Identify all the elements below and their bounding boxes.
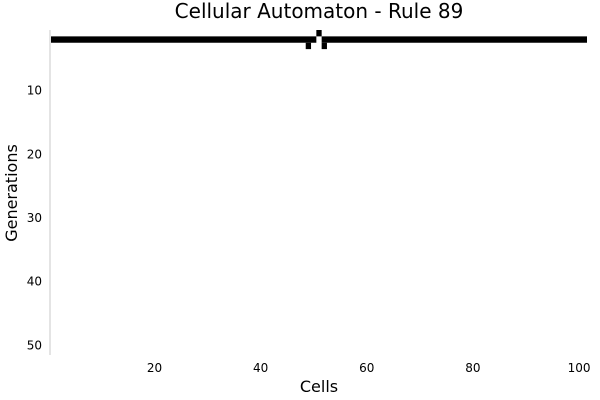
alive-cell-block bbox=[321, 36, 587, 43]
y-tick-label: 10 bbox=[27, 84, 42, 98]
y-tick-labels: 10 20 30 40 50 bbox=[27, 84, 42, 353]
y-tick-label: 20 bbox=[27, 147, 42, 161]
y-tick-label: 50 bbox=[27, 338, 42, 352]
plot-area bbox=[51, 30, 587, 50]
alive-cell-block bbox=[305, 42, 312, 50]
x-tick-label: 80 bbox=[465, 361, 480, 375]
y-tick-label: 30 bbox=[27, 211, 42, 225]
chart-title: Cellular Automaton - Rule 89 bbox=[175, 0, 464, 23]
x-tick-label: 20 bbox=[147, 361, 162, 375]
x-tick-label: 100 bbox=[568, 361, 591, 375]
x-tick-label: 40 bbox=[253, 361, 268, 375]
alive-cell-block bbox=[321, 42, 327, 50]
x-tick-labels: 20 40 60 80 100 bbox=[147, 361, 591, 375]
x-tick-label: 60 bbox=[359, 361, 374, 375]
x-axis-label: Cells bbox=[300, 377, 338, 396]
alive-cell-block bbox=[51, 36, 317, 43]
y-tick-label: 40 bbox=[27, 275, 42, 289]
y-axis-label: Generations bbox=[2, 144, 21, 242]
alive-cell-block bbox=[316, 30, 322, 37]
